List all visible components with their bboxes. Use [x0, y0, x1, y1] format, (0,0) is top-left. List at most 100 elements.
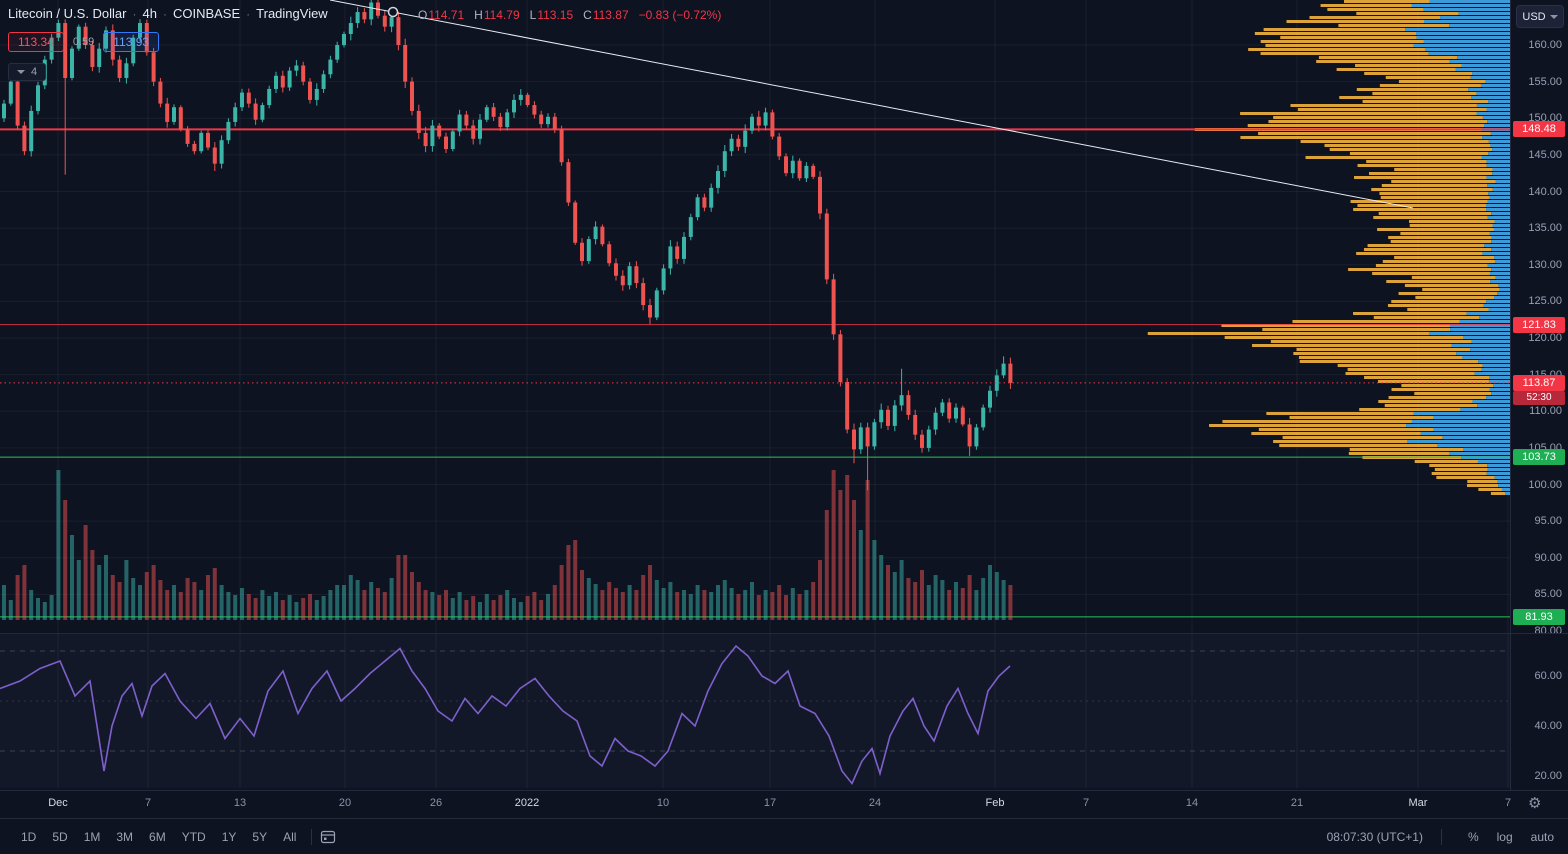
currency-button[interactable]: USD: [1516, 5, 1564, 28]
pane-separator[interactable]: [0, 633, 1568, 634]
range-button-6m[interactable]: 6M: [149, 829, 166, 844]
volume-bar: [716, 585, 720, 620]
volume-profile-row: [1478, 488, 1502, 491]
currency-label: USD: [1522, 10, 1546, 23]
percent-scale-button[interactable]: %: [1467, 829, 1479, 844]
candle: [471, 125, 476, 139]
volume-bar: [675, 592, 680, 620]
range-button-1d[interactable]: 1D: [21, 829, 37, 844]
volume-bar: [42, 602, 47, 620]
time-axis-label-Dec: Dec: [48, 797, 68, 809]
trendline-handle[interactable]: [387, 6, 399, 18]
candle: [654, 290, 659, 318]
volume-bar: [899, 560, 904, 620]
candle: [260, 105, 265, 120]
price-badge-113.87: 113.87: [1513, 374, 1565, 391]
range-button-ytd[interactable]: YTD: [181, 829, 206, 844]
volume-profile-row: [1357, 164, 1487, 167]
volume-bar: [151, 565, 156, 620]
volume-profile-row: [1273, 440, 1408, 443]
object-tree-toggle[interactable]: 4: [8, 63, 47, 81]
candle: [280, 75, 285, 88]
candle: [328, 59, 333, 75]
ohlc-low-value: 113.15: [537, 8, 574, 22]
range-selector: 1D 5D 1M 3M 6M YTD 1Y 5Y All: [14, 827, 336, 847]
volume-profile-row-blue: [1424, 48, 1510, 51]
volume-bar: [770, 592, 775, 620]
volume-profile-row: [1375, 264, 1488, 267]
settings-gear-icon[interactable]: ⚙: [1528, 795, 1542, 812]
volume-profile-row-blue: [1476, 112, 1510, 115]
volume-profile-row: [1353, 208, 1487, 211]
range-button-5d[interactable]: 5D: [52, 829, 68, 844]
volume-bar: [294, 602, 299, 620]
main-chart[interactable]: [0, 0, 1510, 790]
volume-profile-row-blue: [1480, 84, 1510, 87]
candle: [185, 129, 190, 144]
range-button-1y[interactable]: 1Y: [221, 829, 237, 844]
volume-bar: [444, 590, 448, 620]
candle: [512, 99, 516, 113]
candle-countdown-badge: 52:30: [1513, 390, 1565, 405]
candle: [403, 45, 408, 82]
candle: [22, 125, 27, 152]
go-to-date-button[interactable]: [320, 829, 336, 845]
chevron-down-icon: [17, 70, 25, 74]
ohlc-high-value: 114.79: [483, 8, 520, 22]
price-tick-label: 155.00: [1528, 75, 1562, 88]
volume-bar: [954, 582, 958, 620]
clock[interactable]: 08:07:30 (UTC+1): [1326, 829, 1423, 844]
candle: [348, 23, 353, 35]
volume-bar: [505, 590, 510, 620]
volume-bar: [36, 598, 40, 620]
volume-bar: [403, 555, 408, 620]
sell-price-button[interactable]: 113.34: [8, 32, 64, 52]
time-axis[interactable]: ⚙ Dec 7 13 20 26 2022 10 17 24 Feb 7 14 21 Mar 7: [0, 790, 1568, 819]
volume-profile-row: [1366, 160, 1487, 163]
calendar-icon: [321, 830, 336, 843]
candle: [410, 81, 414, 111]
candle: [464, 114, 469, 126]
price-axis[interactable]: 160.00 155.00 150.00 145.00 140.00 135.00 130.…: [1510, 0, 1568, 790]
volume-profile-row: [1348, 268, 1492, 271]
buy-price-button[interactable]: 113.93: [103, 32, 160, 52]
range-button-3m[interactable]: 3M: [116, 829, 134, 844]
volume-profile-row: [1391, 180, 1496, 183]
volume-profile-row-blue: [1488, 152, 1510, 155]
candle: [600, 226, 605, 245]
candle: [695, 197, 700, 218]
symbol-title[interactable]: Litecoin / U.S. Dollar: [8, 6, 127, 21]
candle: [138, 23, 142, 38]
candle: [566, 162, 571, 203]
ohlc-legend: O 114.71 H 114.79 L 113.15 C 113.87 −0.83 (−…: [418, 8, 721, 22]
volume-profile-row: [1409, 220, 1495, 223]
volume-profile-row-blue: [1489, 272, 1510, 275]
price-tick-label: 160.00: [1528, 39, 1562, 51]
volume-profile-row: [1222, 420, 1412, 423]
candle: [158, 81, 163, 104]
candle: [797, 160, 802, 179]
volume-bar: [797, 594, 802, 620]
candle: [702, 197, 707, 208]
volume-bar: [192, 582, 197, 620]
candle: [668, 246, 673, 269]
volume-bar: [872, 540, 877, 620]
volume-profile-row: [1336, 68, 1456, 71]
trendline[interactable]: [329, 0, 1414, 209]
volume-bar: [634, 590, 639, 620]
range-button-1m[interactable]: 1M: [83, 829, 101, 844]
volume-bar: [763, 590, 768, 620]
range-button-all[interactable]: All: [283, 829, 297, 844]
volume-bar: [586, 578, 591, 620]
brand-label[interactable]: TradingView: [256, 6, 328, 21]
candle: [15, 81, 20, 126]
ohlc-high-key: H: [474, 8, 483, 22]
auto-scale-button[interactable]: auto: [1530, 829, 1554, 844]
volume-profile-row-blue: [1428, 52, 1510, 55]
volume-profile-row: [1266, 412, 1414, 415]
log-scale-button[interactable]: log: [1496, 829, 1513, 844]
candle: [396, 17, 401, 45]
interval-label[interactable]: 4h: [142, 6, 157, 21]
volume-profile-row-blue: [1471, 96, 1510, 99]
range-button-5y[interactable]: 5Y: [252, 829, 268, 844]
